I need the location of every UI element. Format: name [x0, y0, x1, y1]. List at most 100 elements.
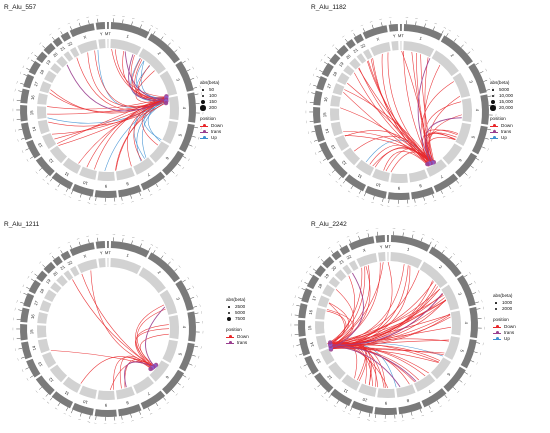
tick-label: — — [290, 323, 293, 326]
axis-tick — [26, 67, 30, 71]
tick-label: — — [63, 411, 67, 415]
axis-tick — [163, 397, 166, 401]
chromosome-label: 16 — [323, 96, 329, 102]
data-track-segment — [98, 258, 106, 268]
tick-label: — — [370, 200, 374, 204]
tick-label: — — [16, 80, 20, 84]
data-track-segment — [342, 147, 361, 166]
tick-label: — — [12, 327, 15, 330]
legend: abs(beta) 1000 2000 position Down trans Up — [493, 293, 516, 342]
link-down — [326, 310, 347, 347]
tick-label: — — [186, 276, 190, 280]
tick-label: — — [140, 416, 144, 420]
axis-tick — [313, 84, 317, 87]
tick-label: — — [67, 241, 71, 245]
chromosome-segment — [51, 391, 74, 409]
tick-label: — — [290, 313, 293, 316]
axis-tick — [452, 386, 457, 390]
axis-tick — [155, 183, 159, 188]
chromosome-label: 2 — [157, 51, 163, 57]
tick-label: — — [309, 140, 313, 144]
data-track-segment — [355, 159, 375, 176]
chromosome-segment — [469, 306, 478, 339]
axis-tick — [331, 169, 336, 173]
axis-tick — [167, 42, 171, 46]
data-track-segment — [342, 264, 353, 276]
data-track-segment — [39, 300, 52, 313]
chromosome-segment — [344, 174, 367, 192]
data-track-segment — [133, 157, 154, 175]
data-track-segment — [372, 168, 390, 182]
tick-label: — — [14, 129, 18, 133]
position-legend-swatch — [226, 335, 234, 339]
axis-tick — [153, 250, 156, 254]
chromosome-segment — [364, 185, 387, 199]
chromosome-segment — [69, 23, 95, 38]
tick-label: — — [327, 246, 331, 250]
chromosome-segment — [147, 33, 180, 64]
size-legend-items: 2500 5000 7500 — [226, 304, 249, 322]
chromosome-segment — [314, 372, 334, 393]
chromosome-label: 1 — [126, 33, 130, 39]
link-down — [50, 89, 169, 114]
chromosome-label: 21 — [59, 264, 66, 271]
chromosome-segment — [20, 307, 30, 323]
tick-label: — — [292, 303, 296, 307]
size-legend-title: abs(beta) — [200, 80, 220, 85]
axis-tick — [26, 286, 30, 290]
position-legend-swatch — [200, 136, 208, 140]
tick-label: — — [334, 179, 338, 183]
tick-label: — — [481, 342, 485, 346]
axis-tick — [345, 38, 348, 43]
size-legend-items: 50 100 150 200 — [200, 87, 223, 111]
link-down — [326, 309, 354, 347]
tick-label: — — [434, 22, 438, 26]
chromosome-label: 13 — [37, 141, 44, 148]
tick-label: — — [103, 422, 106, 425]
axis-tick — [296, 344, 301, 346]
axis-tick — [402, 232, 404, 237]
axis-tick — [60, 250, 63, 254]
tick-label: — — [197, 355, 201, 359]
chromosome-segment — [403, 24, 443, 41]
axis-tick — [440, 190, 443, 194]
chromosome-label: 11 — [342, 387, 349, 394]
tick-label: — — [336, 240, 340, 244]
link-down — [81, 273, 155, 369]
chromosome-segment — [299, 337, 311, 356]
chromosome-label: 21 — [338, 258, 345, 265]
data-track-segment — [37, 92, 48, 105]
chromosome-label: 6 — [164, 156, 170, 161]
chromosome-label: 12 — [47, 376, 54, 383]
tick-label: — — [25, 377, 29, 381]
axis-tick — [358, 235, 360, 240]
data-track-segment — [42, 132, 57, 149]
tick-label: — — [309, 265, 313, 269]
chromosome-label: 21 — [59, 45, 66, 52]
axis-tick — [424, 23, 426, 28]
size-legend-dot — [490, 99, 496, 105]
tick-label: — — [12, 108, 15, 111]
chromosome-label: 15 — [29, 110, 34, 116]
link-trans — [128, 54, 169, 101]
data-track-segment — [328, 276, 340, 288]
axis-tick — [167, 261, 171, 265]
axis-tick — [363, 192, 366, 197]
axis-tick — [148, 28, 151, 33]
tick-label: — — [422, 233, 426, 237]
tick-label: — — [383, 420, 386, 423]
tick-label: — — [41, 396, 45, 400]
tick-label: — — [480, 300, 484, 304]
data-track-segment — [62, 157, 82, 174]
axis-tick — [309, 273, 313, 277]
chromosome-label: MT — [105, 250, 111, 255]
axis-tick — [38, 386, 43, 390]
chromosome-label: X — [83, 34, 87, 40]
tick-label: — — [356, 194, 360, 198]
chromosome-label: 3 — [457, 292, 463, 297]
axis-tick — [174, 268, 178, 272]
axis-tick — [49, 397, 53, 401]
size-legend-item: 10,000 — [490, 93, 513, 99]
size-legend-title: abs(beta) — [493, 293, 513, 298]
tick-label: — — [14, 88, 18, 92]
